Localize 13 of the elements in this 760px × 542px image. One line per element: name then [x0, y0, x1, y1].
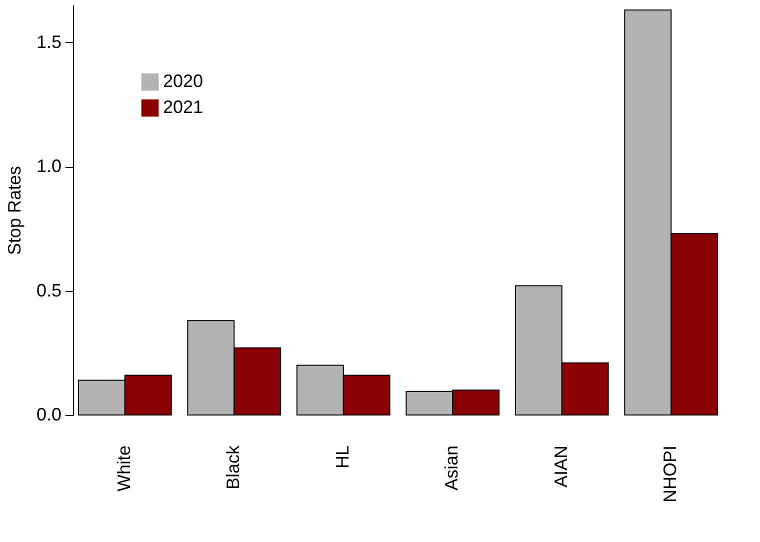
- x-tick-label: AIAN: [550, 446, 571, 488]
- y-tick-label: 1.0: [36, 156, 62, 176]
- x-tick-label: White: [114, 446, 134, 492]
- x-tick-label: Black: [223, 444, 244, 490]
- x-tick-label: Asian: [442, 446, 462, 491]
- x-tick-label: NHOPI: [660, 446, 680, 503]
- y-tick-label: 0.0: [36, 404, 62, 424]
- legend-label: 2021: [163, 97, 204, 117]
- y-tick-label: 0.5: [36, 280, 62, 300]
- y-axis-title: Stop Rates: [4, 166, 24, 256]
- legend-label: 2020: [163, 71, 204, 91]
- x-tick-label: HL: [332, 446, 352, 469]
- y-tick-label: 1.5: [36, 32, 62, 52]
